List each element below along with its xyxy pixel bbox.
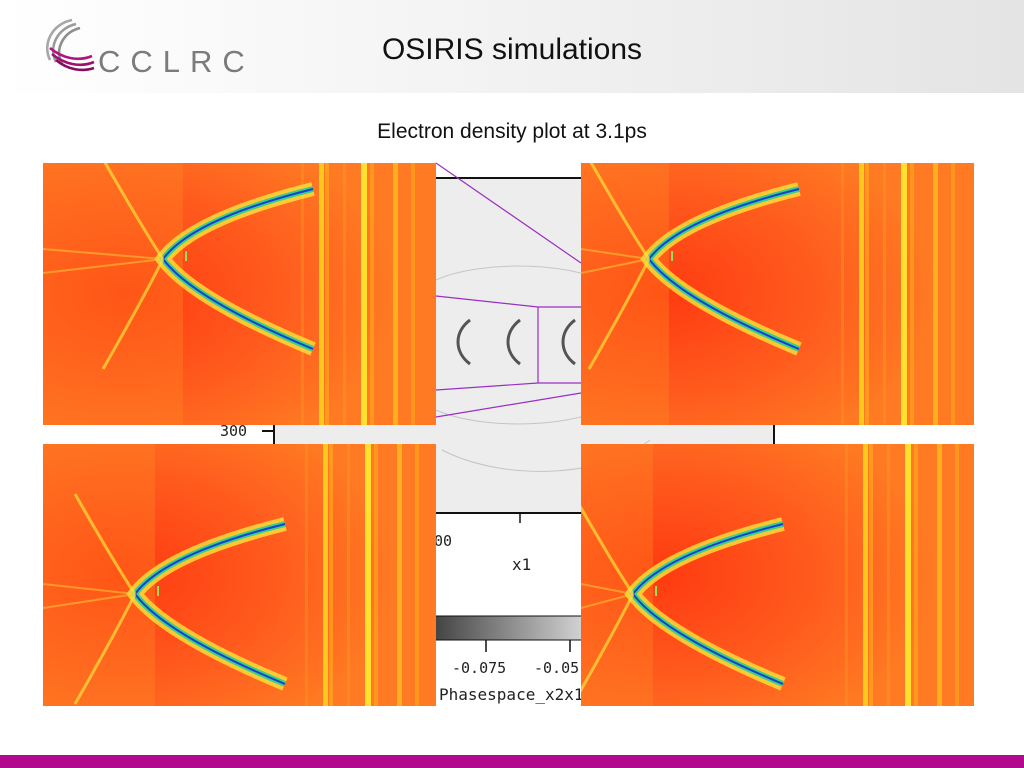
header: CCLRC OSIRIS simulations xyxy=(0,0,1024,93)
density-haze xyxy=(581,163,669,425)
density-fringe xyxy=(859,163,864,425)
density-fringe xyxy=(901,163,907,425)
x-tick-label: 00 xyxy=(434,532,452,550)
density-fringe xyxy=(325,163,329,425)
density-fringe xyxy=(887,444,890,706)
density-fringe xyxy=(845,444,848,706)
density-fringe xyxy=(370,163,374,425)
density-fringe xyxy=(415,444,419,706)
density-fringe xyxy=(905,444,911,706)
density-fringe xyxy=(933,163,938,425)
logo-text: CCLRC xyxy=(98,44,255,79)
colorbar-label: Phasespace_x2x1 xyxy=(439,685,584,704)
density-fringe xyxy=(305,444,308,706)
density-haze xyxy=(581,444,653,706)
density-fringe xyxy=(865,163,869,425)
density-fringe xyxy=(323,444,328,706)
colorbar-tick-2: -0.05 xyxy=(534,659,579,677)
density-fringe xyxy=(910,163,914,425)
density-background xyxy=(581,163,974,425)
density-fringe xyxy=(397,444,402,706)
page-title: OSIRIS simulations xyxy=(381,33,643,66)
density-fringe xyxy=(411,163,415,425)
density-fringe xyxy=(937,444,942,706)
density-fringe xyxy=(347,444,350,706)
density-fringe xyxy=(863,444,868,706)
plot-density-features xyxy=(456,318,576,366)
y-tick-label: 300 xyxy=(220,422,247,440)
colorbar xyxy=(434,615,606,641)
density-fringe xyxy=(955,444,959,706)
density-fringe xyxy=(869,444,873,706)
density-fringe xyxy=(374,444,378,706)
density-fringe xyxy=(361,163,367,425)
density-panel-bottom-left xyxy=(43,444,436,706)
density-panel-bottom-right xyxy=(581,444,974,706)
density-fringe xyxy=(343,163,346,425)
density-haze xyxy=(43,444,155,706)
x-axis-label: x1 xyxy=(512,555,531,574)
bottom-accent-bar xyxy=(0,755,1024,768)
density-haze xyxy=(43,163,183,425)
cclrc-logo-icon xyxy=(45,18,95,72)
colorbar-tick-1: -0.075 xyxy=(452,659,506,677)
density-fringe xyxy=(914,444,918,706)
density-fringe xyxy=(329,444,333,706)
density-fringe xyxy=(365,444,371,706)
density-fringe xyxy=(841,163,844,425)
density-fringe xyxy=(951,163,955,425)
density-panel-top-left xyxy=(43,163,436,425)
density-fringe xyxy=(393,163,398,425)
slide-subtitle: Electron density plot at 3.1ps xyxy=(377,120,647,143)
density-fringe xyxy=(883,163,886,425)
density-panel-top-right xyxy=(581,163,974,425)
density-fringe xyxy=(319,163,324,425)
density-fringe xyxy=(301,163,304,425)
